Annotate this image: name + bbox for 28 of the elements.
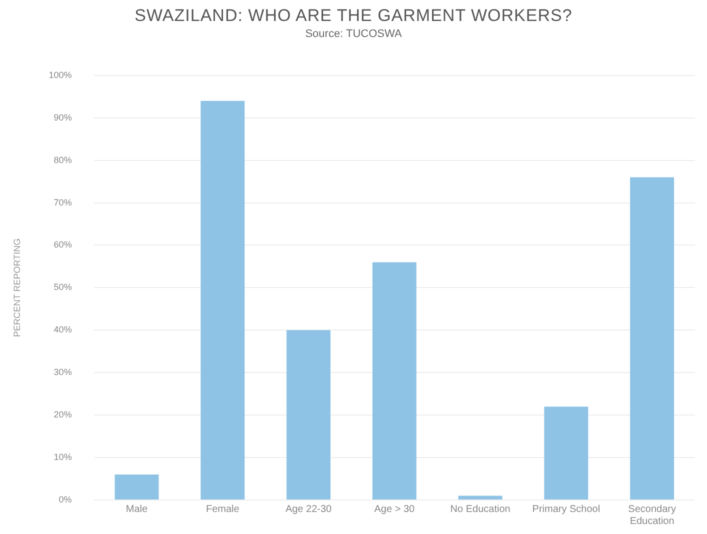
y-tick-label: 0%: [58, 494, 72, 504]
y-tick-label: 20%: [54, 410, 72, 420]
x-tick-label: Female: [206, 504, 240, 515]
y-tick-label: 30%: [54, 367, 72, 378]
y-tick-label: 100%: [48, 70, 72, 80]
x-tick-label: Age > 30: [374, 504, 416, 515]
y-tick-label: 80%: [54, 154, 72, 165]
y-tick-label: 50%: [54, 282, 72, 292]
bar: [458, 496, 502, 500]
bar: [630, 177, 674, 500]
bar: [372, 262, 416, 500]
x-tick-label: Age 22-30: [285, 504, 332, 515]
x-tick-label: Primary School: [532, 504, 600, 515]
y-tick-label: 60%: [54, 240, 72, 250]
chart-title: SWAZILAND: WHO ARE THE GARMENT WORKERS?: [134, 6, 574, 26]
x-tick-label: No Education: [450, 504, 510, 515]
y-axis-title: PERCENT REPORTING: [12, 238, 22, 338]
y-tick-label: 40%: [54, 324, 72, 335]
x-tick-label: Secondary Education: [628, 504, 676, 527]
bar: [286, 330, 331, 500]
bar: [200, 100, 245, 500]
chart-subtitle: Source: TUCOSWA: [304, 28, 403, 40]
bar: [544, 406, 588, 500]
x-tick-label: Male: [126, 504, 148, 515]
y-tick-label: 70%: [54, 197, 72, 208]
y-tick-label: 10%: [54, 452, 72, 462]
y-tick-label: 90%: [54, 112, 72, 122]
bar: [114, 474, 159, 500]
